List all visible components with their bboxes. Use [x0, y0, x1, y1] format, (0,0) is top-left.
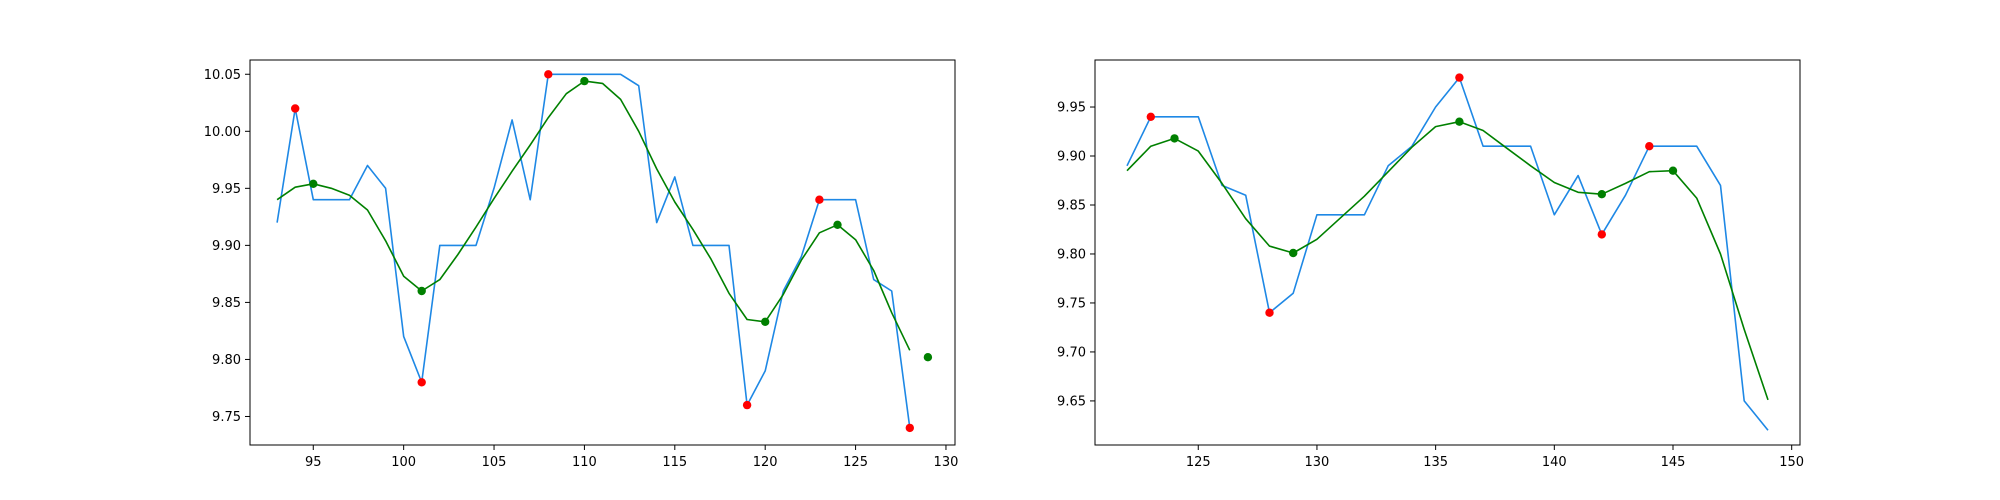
y-tick-label: 9.90 [212, 239, 241, 254]
series-line-0-0 [276, 73, 911, 429]
data-point-0-2-3 [742, 400, 752, 410]
data-point-0-3-2 [580, 76, 589, 86]
y-tick-label: 9.80 [212, 353, 241, 368]
data-point-1-3-3 [1597, 190, 1607, 199]
data-point-0-2-4 [815, 195, 824, 204]
x-tick-label: 140 [1542, 455, 1567, 470]
data-point-0-3-3 [761, 317, 770, 326]
x-tick-label: 125 [1186, 455, 1211, 470]
x-tick-label: 130 [934, 455, 959, 470]
x-tick-label: 130 [1305, 455, 1330, 470]
y-tick-label: 9.70 [1057, 345, 1086, 360]
data-point-1-2-0 [1146, 112, 1156, 122]
y-tick-label: 9.90 [1057, 150, 1086, 165]
data-point-1-2-1 [1265, 308, 1274, 317]
y-tick-label: 9.85 [1057, 198, 1086, 213]
y-tick-label: 9.80 [1057, 247, 1086, 262]
data-point-1-3-2 [1455, 117, 1464, 126]
y-tick-label: 9.75 [212, 410, 241, 425]
data-point-0-3-5 [923, 353, 933, 362]
data-point-1-3-1 [1289, 248, 1298, 258]
y-tick-label: 9.85 [212, 296, 241, 311]
data-point-1-2-4 [1645, 142, 1654, 151]
x-tick-label: 110 [572, 455, 597, 470]
x-tick-label: 145 [1661, 455, 1686, 470]
data-point-0-2-5 [905, 423, 914, 433]
data-point-1-2-3 [1597, 230, 1607, 239]
data-point-0-3-4 [833, 220, 842, 229]
x-tick-label: 100 [391, 455, 416, 470]
y-tick-label: 9.95 [1057, 101, 1086, 116]
axes-frame [1094, 59, 1801, 446]
y-tick-label: 10.00 [204, 125, 241, 140]
data-point-1-3-0 [1170, 134, 1179, 143]
right-chart: 125 130 135 140 145 150 9.65 9.70 9.75 9.80 9.85 9.… [1057, 59, 1804, 470]
axes-frame [249, 59, 956, 446]
x-tick-label: 105 [482, 455, 507, 470]
left-chart: 95 100 105 110 115 120 125 130 9.75 9.80 9.85 9.90 9… [204, 59, 959, 470]
x-tick-label: 95 [305, 455, 322, 470]
data-point-0-2-0 [291, 104, 300, 113]
y-tick-label: 9.75 [1057, 296, 1086, 311]
data-point-1-3-4 [1668, 166, 1678, 175]
y-tick-label: 9.65 [1057, 394, 1086, 409]
x-tick-label: 115 [662, 455, 687, 470]
series-line-1-1 [1126, 120, 1769, 401]
data-point-1-2-2 [1455, 73, 1464, 82]
x-tick-label: 120 [753, 455, 778, 470]
y-tick-label: 9.95 [212, 182, 241, 197]
x-tick-label: 150 [1779, 455, 1804, 470]
data-point-0-2-1 [417, 378, 426, 387]
y-tick-label: 10.05 [204, 68, 241, 83]
data-point-0-3-1 [417, 286, 426, 296]
series-line-0-1 [276, 80, 911, 351]
x-tick-label: 125 [843, 455, 868, 470]
series-line-1-0 [1126, 76, 1769, 431]
data-point-0-2-2 [544, 70, 553, 79]
x-tick-label: 135 [1423, 455, 1448, 470]
data-point-0-3-0 [309, 179, 318, 188]
